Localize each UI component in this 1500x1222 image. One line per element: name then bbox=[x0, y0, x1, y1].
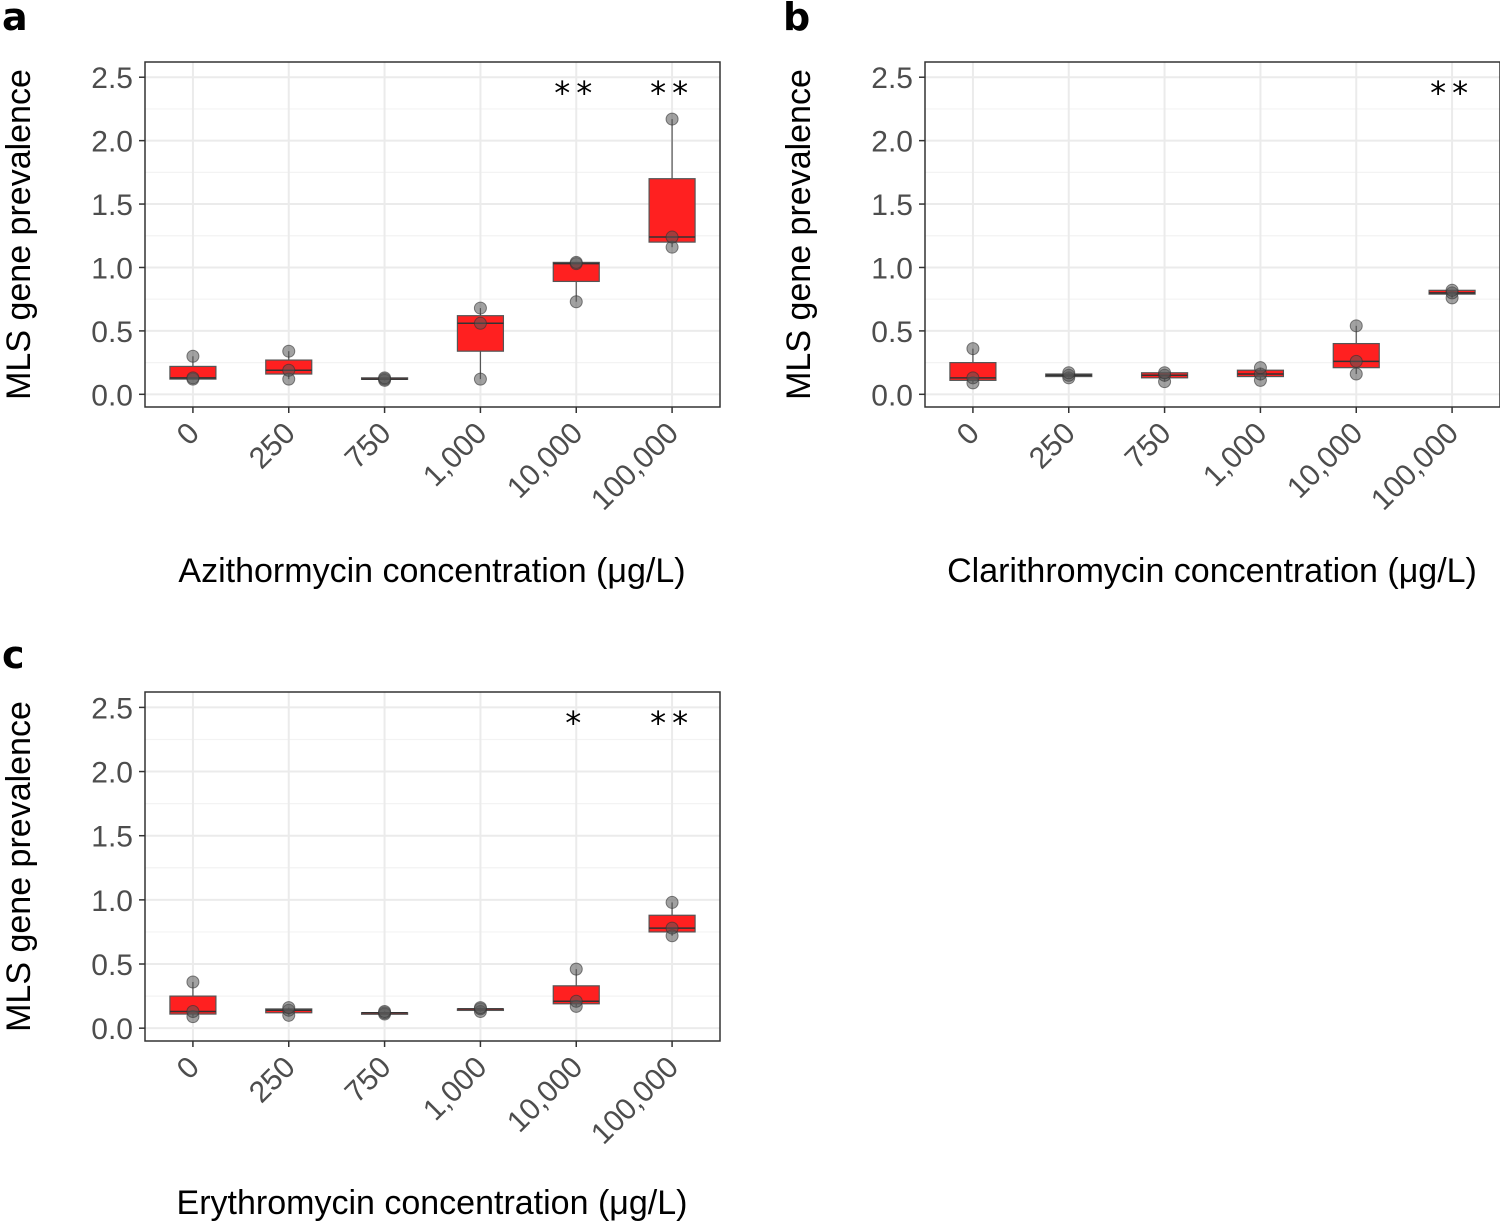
x-tick-label: 1,000 bbox=[417, 1051, 493, 1127]
x-tick-label: 750 bbox=[1119, 417, 1178, 476]
data-point bbox=[186, 371, 200, 385]
x-tick-label: 750 bbox=[339, 417, 398, 476]
y-tick-label: 0.0 bbox=[91, 1013, 133, 1046]
y-tick-label: 1.0 bbox=[871, 252, 913, 285]
y-tick-label: 2.5 bbox=[91, 62, 133, 95]
x-axis-title: Erythromycin concentration (μg/L) bbox=[177, 1184, 688, 1222]
significance-marker: * bbox=[565, 704, 587, 742]
data-point bbox=[473, 1001, 487, 1015]
significance-marker: ** bbox=[650, 704, 694, 742]
panel-label: c bbox=[2, 633, 25, 677]
data-point bbox=[569, 295, 583, 309]
data-point bbox=[282, 363, 296, 377]
data-point bbox=[1349, 367, 1363, 381]
data-point bbox=[1253, 361, 1267, 375]
x-tick-label: 250 bbox=[1023, 417, 1082, 476]
plot-area bbox=[145, 692, 720, 1041]
panel-border bbox=[924, 61, 1500, 408]
x-tick-label: 10,000 bbox=[1281, 417, 1369, 505]
data-point bbox=[569, 255, 583, 269]
x-axis-title: Azithormycin concentration (μg/L) bbox=[178, 552, 685, 590]
x-axis-title: Clarithromycin concentration (μg/L) bbox=[947, 552, 1477, 590]
y-tick-label: 2.0 bbox=[91, 757, 133, 790]
y-tick-label: 2.0 bbox=[91, 126, 133, 159]
data-point bbox=[1349, 319, 1363, 333]
data-point bbox=[378, 1004, 392, 1018]
y-axis-title: MLS gene prevalence bbox=[780, 69, 818, 400]
data-point bbox=[186, 349, 200, 363]
panel-label: a bbox=[2, 0, 28, 39]
x-tick-label: 100,000 bbox=[585, 417, 685, 517]
y-tick-label: 0.0 bbox=[871, 379, 913, 412]
y-tick-label: 1.5 bbox=[871, 189, 913, 222]
data-point bbox=[665, 895, 679, 909]
x-tick-label: 750 bbox=[339, 1051, 398, 1110]
data-point bbox=[282, 344, 296, 358]
y-axis-title: MLS gene prevalence bbox=[0, 701, 38, 1032]
data-point bbox=[1062, 366, 1076, 380]
data-point bbox=[282, 1001, 296, 1015]
panel-border bbox=[144, 691, 721, 1042]
data-point bbox=[569, 962, 583, 976]
y-tick-label: 0.0 bbox=[91, 379, 133, 412]
panel-a: 0.0 0.5 1.0 1.5 2.0 2.5 0 250 750 1,000 10,000100,… bbox=[0, 0, 721, 590]
significance-marker: ** bbox=[650, 74, 694, 112]
y-tick-label: 0.5 bbox=[91, 949, 133, 982]
y-tick-label: 1.5 bbox=[91, 821, 133, 854]
data-point bbox=[1158, 366, 1172, 380]
data-point bbox=[378, 371, 392, 385]
y-tick-label: 1.0 bbox=[91, 252, 133, 285]
data-point bbox=[473, 372, 487, 386]
data-point bbox=[1349, 354, 1363, 368]
panel-b: 0.0 0.5 1.0 1.5 2.0 2.5 0 250 750 1,000 10,000100,… bbox=[780, 0, 1500, 590]
data-point bbox=[665, 230, 679, 244]
x-tick-label: 100,000 bbox=[1365, 417, 1465, 517]
y-tick-label: 1.0 bbox=[91, 885, 133, 918]
y-tick-label: 2.5 bbox=[871, 62, 913, 95]
plot-area bbox=[925, 62, 1500, 407]
y-axis-title: MLS gene prevalence bbox=[0, 69, 38, 400]
data-point bbox=[966, 342, 980, 356]
x-tick-label: 0 bbox=[951, 417, 986, 452]
data-point bbox=[665, 112, 679, 126]
panel-border bbox=[144, 61, 721, 408]
x-tick-label: 1,000 bbox=[1197, 417, 1273, 493]
x-tick-label: 250 bbox=[243, 1051, 302, 1110]
significance-marker: ** bbox=[554, 74, 598, 112]
y-tick-label: 0.5 bbox=[91, 316, 133, 349]
data-point bbox=[569, 994, 583, 1008]
y-tick-label: 2.0 bbox=[871, 126, 913, 159]
data-point bbox=[186, 975, 200, 989]
y-tick-label: 1.5 bbox=[91, 189, 133, 222]
data-point bbox=[966, 371, 980, 385]
data-point bbox=[473, 301, 487, 315]
x-tick-label: 10,000 bbox=[501, 417, 589, 505]
data-point bbox=[1445, 283, 1459, 297]
x-tick-label: 1,000 bbox=[417, 417, 493, 493]
x-tick-label: 250 bbox=[243, 417, 302, 476]
plot-area bbox=[145, 62, 720, 407]
data-point bbox=[473, 316, 487, 330]
data-point bbox=[665, 921, 679, 935]
x-tick-label: 10,000 bbox=[501, 1051, 589, 1139]
panel-c: 0.0 0.5 1.0 1.5 2.0 2.5 0 250 750 1,000 10,000100,… bbox=[0, 633, 721, 1222]
significance-marker: ** bbox=[1430, 74, 1474, 112]
x-tick-label: 0 bbox=[171, 417, 206, 452]
x-tick-label: 0 bbox=[171, 1051, 206, 1086]
data-point bbox=[186, 1004, 200, 1018]
y-tick-label: 2.5 bbox=[91, 692, 133, 725]
x-tick-label: 100,000 bbox=[585, 1051, 685, 1151]
y-tick-label: 0.5 bbox=[871, 316, 913, 349]
panel-label: b bbox=[783, 0, 810, 39]
